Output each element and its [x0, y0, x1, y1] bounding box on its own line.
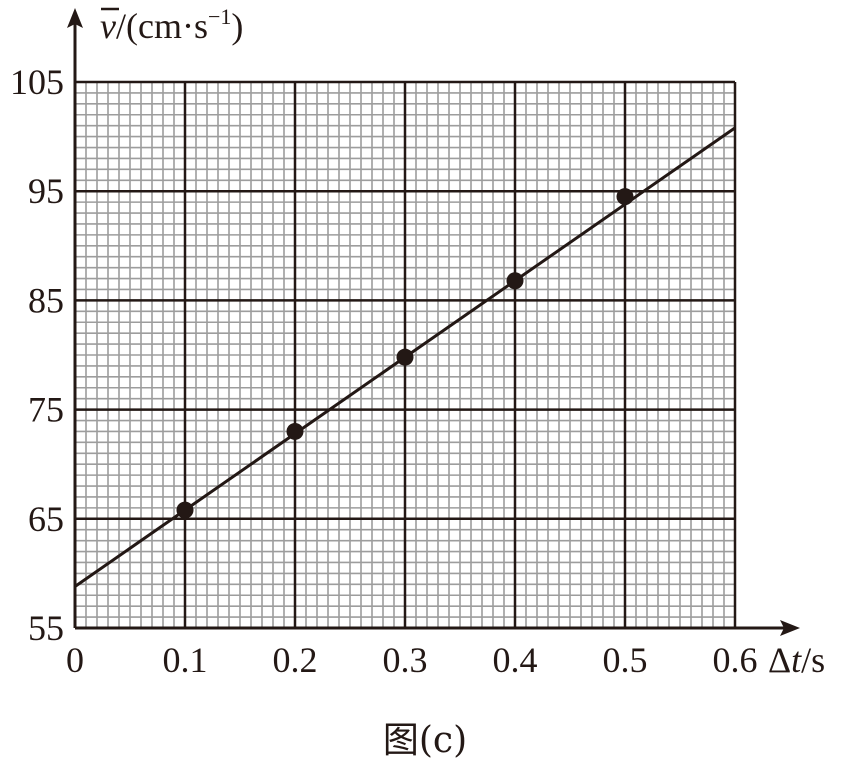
data-point: [616, 188, 634, 206]
y-axis-label: v/(cm·s−1): [100, 4, 243, 46]
x-axis-symbol: t: [791, 640, 802, 680]
y-tick-labels: 55 65 75 85 95 105: [10, 62, 64, 648]
y-tick-label: 55: [28, 608, 64, 648]
y-tick-label: 85: [28, 280, 64, 320]
x-axis-unit: /s: [801, 640, 825, 680]
major-grid: [75, 80, 737, 628]
data-points: [176, 188, 634, 519]
x-tick-label: 0.2: [273, 640, 318, 680]
y-axis-unit: /(cm·s: [116, 6, 208, 46]
data-point: [396, 348, 414, 366]
x-axis-label: Δt/s: [768, 640, 825, 680]
x-tick-label: 0.6: [713, 640, 758, 680]
x-tick-label: 0.1: [163, 640, 208, 680]
x-tick-label: 0: [66, 640, 84, 680]
y-axis-close: ): [231, 6, 243, 46]
data-point: [286, 422, 304, 440]
y-tick-label: 105: [10, 62, 64, 102]
x-tick-label: 0.5: [603, 640, 648, 680]
y-axis-symbol: v: [100, 6, 116, 46]
y-axis-arrow-icon: [67, 8, 83, 28]
x-axis-delta: Δ: [768, 640, 791, 680]
figure-caption: 图(c): [383, 720, 467, 761]
x-axis-arrow-icon: [780, 620, 800, 636]
data-point: [176, 501, 194, 519]
y-tick-label: 65: [28, 499, 64, 539]
y-tick-label: 75: [28, 390, 64, 430]
data-point: [506, 272, 524, 290]
y-tick-label: 95: [28, 171, 64, 211]
x-tick-label: 0.4: [493, 640, 538, 680]
x-tick-labels: 0 0.1 0.2 0.3 0.4 0.5 0.6: [66, 640, 758, 680]
y-axis-exponent: −1: [208, 4, 231, 29]
x-tick-label: 0.3: [383, 640, 428, 680]
axes: [67, 8, 800, 636]
